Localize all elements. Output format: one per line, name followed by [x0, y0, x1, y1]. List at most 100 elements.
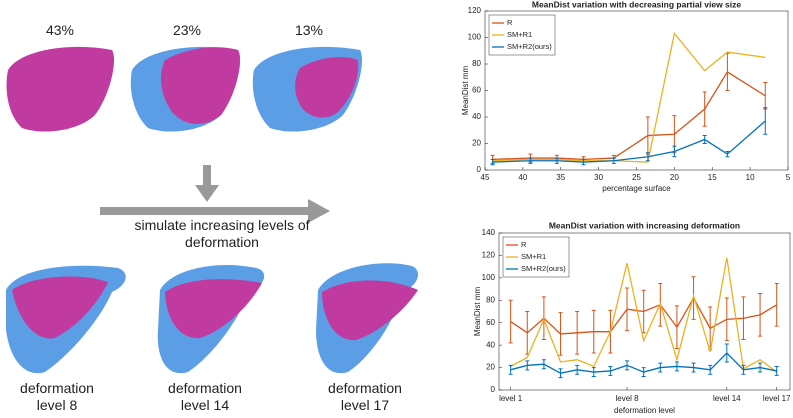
error-bar	[724, 297, 729, 342]
error-bar	[658, 362, 663, 373]
legend-label: SM+R2(ours)	[521, 264, 566, 273]
y-tick-label: 140	[482, 228, 496, 237]
bottom-label: deformation level 14	[168, 380, 242, 413]
x-tick-label: 5	[786, 173, 791, 182]
error-bar	[558, 312, 563, 356]
y-axis-label: MeanDist mm	[473, 286, 482, 336]
error-bar	[774, 282, 779, 327]
error-bar	[763, 82, 768, 110]
legend-label: SM+R2(ours)	[507, 42, 552, 51]
error-bar	[758, 362, 763, 373]
error-bar	[490, 158, 495, 166]
error-bar	[702, 135, 707, 144]
error-bar	[508, 364, 513, 375]
error-bar	[625, 287, 630, 332]
error-bar	[575, 311, 580, 355]
liver-deformation-14	[157, 264, 265, 374]
y-axis-label: MeanDist mm	[461, 65, 470, 115]
error-bar	[541, 359, 546, 370]
legend-label: R	[521, 240, 527, 249]
error-bar	[528, 157, 533, 164]
y-tick-label: 120	[468, 6, 482, 15]
error-bar	[674, 305, 679, 350]
error-bar	[508, 299, 513, 344]
y-tick-label: 100	[468, 33, 482, 42]
error-bar	[674, 361, 679, 372]
y-tick-label: 20	[472, 139, 481, 148]
series-line	[510, 257, 778, 373]
y-tick-label: 80	[486, 295, 495, 304]
error-bar	[724, 343, 729, 363]
error-bar	[741, 364, 746, 375]
error-bar	[581, 158, 586, 166]
error-bar	[763, 107, 768, 135]
top-label: 43%	[45, 22, 75, 38]
error-bar	[525, 360, 530, 371]
liver-deformation-8	[6, 265, 126, 374]
error-bar	[725, 52, 730, 91]
error-bar	[774, 365, 779, 376]
bottom-label: deformation level 17	[328, 380, 402, 413]
error-bar	[591, 367, 596, 378]
chart-title: MeanDist variation with increasing defor…	[549, 220, 740, 230]
x-axis-label: deformation level	[614, 406, 675, 415]
series-line	[492, 120, 766, 163]
error-bar	[641, 367, 646, 378]
x-tick-label: level 1	[499, 394, 523, 403]
x-tick-label: 15	[708, 173, 717, 182]
legend-label: R	[507, 18, 513, 27]
bottom-label: deformation level 8	[20, 380, 94, 413]
legend-label: SM+R1	[507, 30, 532, 39]
series-line	[492, 71, 766, 161]
x-tick-label: level 17	[763, 394, 791, 403]
liver-deformation-17	[316, 263, 418, 374]
liver-13	[252, 46, 363, 132]
arrow-label: simulate increasing levels of deformatio…	[134, 217, 310, 250]
error-bar	[591, 309, 596, 354]
error-bar	[525, 311, 530, 355]
y-tick-label: 20	[486, 363, 495, 372]
x-axis-label: percentage surface	[602, 184, 671, 193]
top-label: 23%	[172, 22, 202, 38]
y-tick-label: 0	[477, 165, 482, 174]
error-bar	[645, 152, 650, 162]
x-tick-label: 30	[594, 173, 603, 182]
liver-23	[130, 46, 241, 132]
x-tick-label: 20	[670, 173, 679, 182]
error-bar	[611, 157, 616, 164]
error-bar	[708, 364, 713, 375]
x-tick-label: 40	[518, 173, 527, 182]
error-bar	[554, 157, 559, 164]
y-tick-label: 100	[482, 273, 496, 282]
error-bar	[741, 296, 746, 341]
error-bar	[725, 150, 730, 158]
x-tick-label: 35	[556, 173, 565, 182]
error-bar	[758, 293, 763, 337]
top-label: 13%	[294, 22, 324, 38]
error-bar	[672, 145, 677, 158]
series-line	[492, 32, 766, 163]
error-bar	[691, 362, 696, 373]
error-bar	[575, 364, 580, 375]
legend-label: SM+R1	[521, 252, 546, 261]
error-bar	[558, 368, 563, 379]
y-tick-label: 80	[472, 59, 481, 68]
x-tick-label: level 8	[615, 394, 639, 403]
error-bar	[702, 91, 707, 127]
error-bar	[608, 365, 613, 376]
plot-frame	[498, 232, 791, 391]
y-tick-label: 60	[486, 318, 495, 327]
chart-title: MeanDist variation with decreasing parti…	[532, 0, 742, 9]
arrows	[100, 165, 330, 223]
y-tick-label: 40	[486, 340, 495, 349]
x-tick-label: 10	[746, 173, 755, 182]
x-tick-label: 25	[632, 173, 641, 182]
error-bar	[625, 360, 630, 371]
x-tick-label: level 14	[713, 394, 741, 403]
liver-43	[6, 46, 115, 132]
y-tick-label: 40	[472, 112, 481, 121]
x-tick-label: 45	[481, 173, 490, 182]
y-tick-label: 120	[482, 251, 496, 260]
